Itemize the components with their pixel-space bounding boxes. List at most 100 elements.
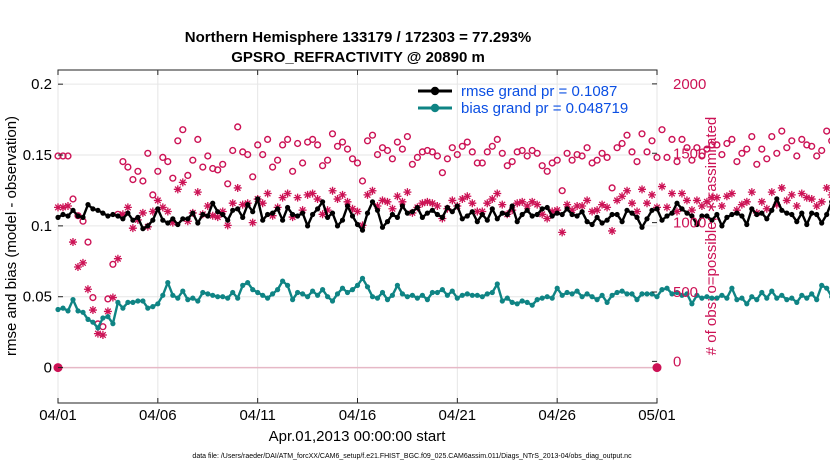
- obs-possible-point: [793, 152, 801, 160]
- rmse-point: [754, 211, 760, 218]
- obs-assimilated-point: [173, 185, 182, 194]
- bias-point: [759, 289, 765, 296]
- bias-point: [714, 295, 720, 301]
- bias-point: [469, 292, 475, 298]
- y2-axis-label: # of obs: o=possible; ∗=assimilated: [703, 117, 720, 356]
- rmse-point: [499, 210, 505, 216]
- obs-possible-point: [683, 144, 691, 152]
- obs-assimilated-point: [578, 201, 587, 210]
- bias-point: [454, 295, 460, 301]
- rmse-point: [584, 219, 590, 225]
- bias-point: [579, 294, 585, 300]
- rmse-point: [804, 221, 810, 228]
- obs-assimilated-point: [543, 214, 552, 223]
- obs-assimilated-point: [812, 201, 821, 210]
- obs-possible-point: [828, 137, 830, 144]
- bias-point: [155, 301, 161, 307]
- y-tick-label: 0.05: [23, 289, 52, 306]
- obs-possible-point: [688, 156, 696, 164]
- bias-point: [639, 291, 645, 297]
- obs-possible-point: [348, 155, 357, 163]
- rmse-point: [464, 213, 470, 219]
- obs-possible-point: [343, 145, 352, 153]
- bias-point: [300, 291, 306, 297]
- obs-possible-point: [393, 138, 402, 146]
- bias-point: [554, 285, 560, 291]
- rmse-point: [354, 221, 361, 228]
- obs-possible-point: [398, 145, 407, 153]
- rmse-point: [819, 220, 825, 226]
- bias-point: [235, 295, 241, 301]
- rmse-point: [809, 210, 815, 216]
- obs-possible-point: [603, 153, 611, 162]
- rmse-point: [599, 220, 605, 226]
- obs-assimilated-point: [667, 189, 676, 198]
- bias-point: [824, 285, 830, 291]
- rmse-point: [714, 211, 720, 218]
- obs-possible-point: [319, 162, 327, 170]
- bias-point: [569, 291, 575, 297]
- obs-assimilated-point: [263, 189, 272, 198]
- rmse-point: [814, 211, 820, 218]
- rmse-point: [55, 214, 61, 220]
- chart-title: Northern Hemisphere 133179 / 172303 = 77…: [185, 29, 531, 46]
- obs-assimilated-point: [163, 207, 172, 216]
- x-axis-ticks: 04/01 04/06 04/11 04/16 04/21 04/26 05/01: [39, 70, 676, 424]
- bias-point: [220, 294, 226, 300]
- bias-point: [724, 295, 730, 301]
- obs-assimilated-point: [138, 208, 147, 217]
- bias-point: [70, 297, 76, 303]
- bias-point: [275, 287, 281, 293]
- obs-possible-point: [463, 138, 471, 146]
- obs-assimilated-point: [383, 197, 392, 206]
- rmse-point: [175, 221, 181, 228]
- obs-possible-point: [149, 191, 157, 199]
- bias-point: [809, 291, 815, 297]
- bias-point: [689, 301, 695, 307]
- rmse-point: [60, 211, 66, 218]
- bias-point: [215, 294, 221, 300]
- y2-tick-label: 1500: [673, 145, 706, 162]
- y-axis-ticks: 0 0.05 0.1 0.15 0.2: [23, 76, 63, 377]
- obs-possible-point: [738, 149, 746, 157]
- x-axis-label: Apr.01,2013 00:00:00 start: [269, 428, 447, 445]
- obs-assimilated-point: [153, 196, 162, 205]
- obs-assimilated-point: [558, 228, 567, 237]
- rmse-point: [275, 206, 281, 212]
- rmse-point: [669, 210, 675, 216]
- obs-assimilated-point: [118, 210, 127, 219]
- y2-tick-label: 1000: [673, 215, 706, 232]
- obs-possible-point: [314, 141, 322, 149]
- obs-assimilated-point: [358, 221, 367, 230]
- bias-point: [389, 292, 395, 298]
- obs-assimilated-point: [323, 206, 332, 215]
- rmse-point: [459, 216, 465, 222]
- obs-assimilated-point: [792, 201, 801, 210]
- obs-assimilated-point: [797, 189, 806, 198]
- rmse-point: [694, 221, 700, 228]
- bias-point: [60, 305, 66, 311]
- obs-assimilated-point: [98, 331, 107, 340]
- rmse-point: [100, 210, 106, 216]
- rmse-point: [280, 217, 286, 223]
- obs-possible-point: [523, 152, 531, 160]
- bias-point: [349, 287, 356, 293]
- obs-possible-point: [139, 177, 147, 185]
- obs-assimilated-point: [697, 201, 706, 210]
- obs-assimilated-point: [672, 207, 681, 216]
- rmse-point: [604, 217, 610, 223]
- obs-possible-point: [468, 148, 476, 156]
- obs-assimilated-point: [308, 189, 317, 198]
- rmse-point: [75, 213, 81, 219]
- obs-possible-point: [668, 135, 676, 144]
- rmse-point: [514, 219, 520, 225]
- rmse-point: [225, 217, 231, 223]
- obs-possible-point: [259, 151, 267, 159]
- obs-assimilated-point: [573, 201, 582, 210]
- obs-assimilated-point: [593, 206, 602, 215]
- rmse-point: [334, 223, 341, 229]
- bias-point: [534, 297, 540, 303]
- rmse-point: [704, 213, 710, 219]
- obs-assimilated-point: [223, 221, 232, 230]
